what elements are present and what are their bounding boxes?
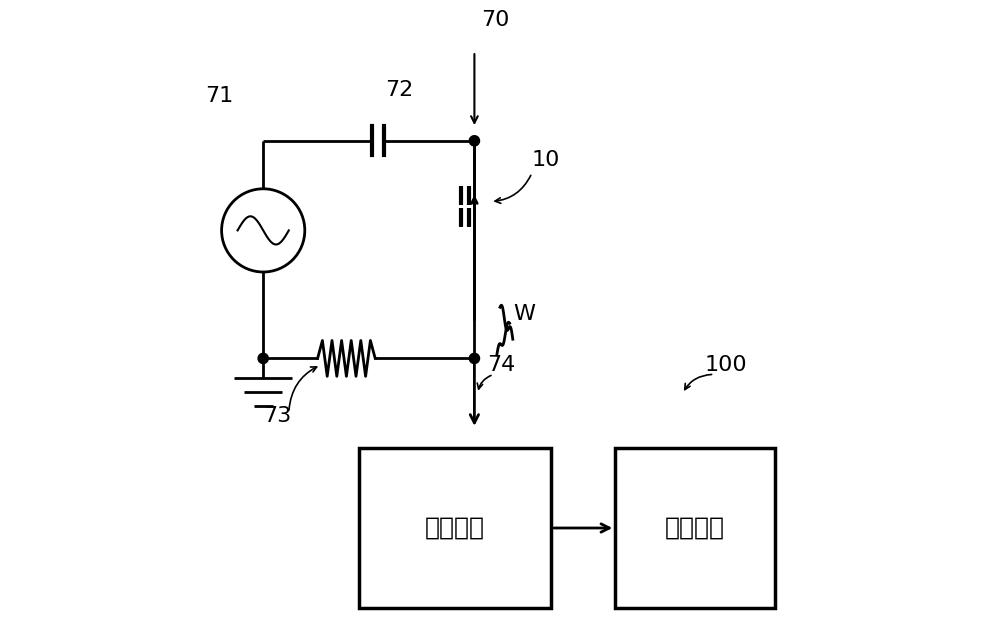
Circle shape [258,353,268,364]
FancyBboxPatch shape [359,448,551,608]
Text: 73: 73 [263,406,291,426]
Circle shape [469,353,480,364]
Text: 70: 70 [481,10,509,29]
Circle shape [469,136,480,146]
Text: 72: 72 [385,80,413,100]
Text: W: W [513,304,535,324]
Text: 10: 10 [532,150,560,170]
Text: 74: 74 [487,355,515,375]
Text: 71: 71 [206,86,234,106]
Text: 100: 100 [705,355,747,375]
Text: 控制装置: 控制装置 [665,516,725,540]
FancyBboxPatch shape [615,448,775,608]
Text: 整流电路: 整流电路 [425,516,485,540]
